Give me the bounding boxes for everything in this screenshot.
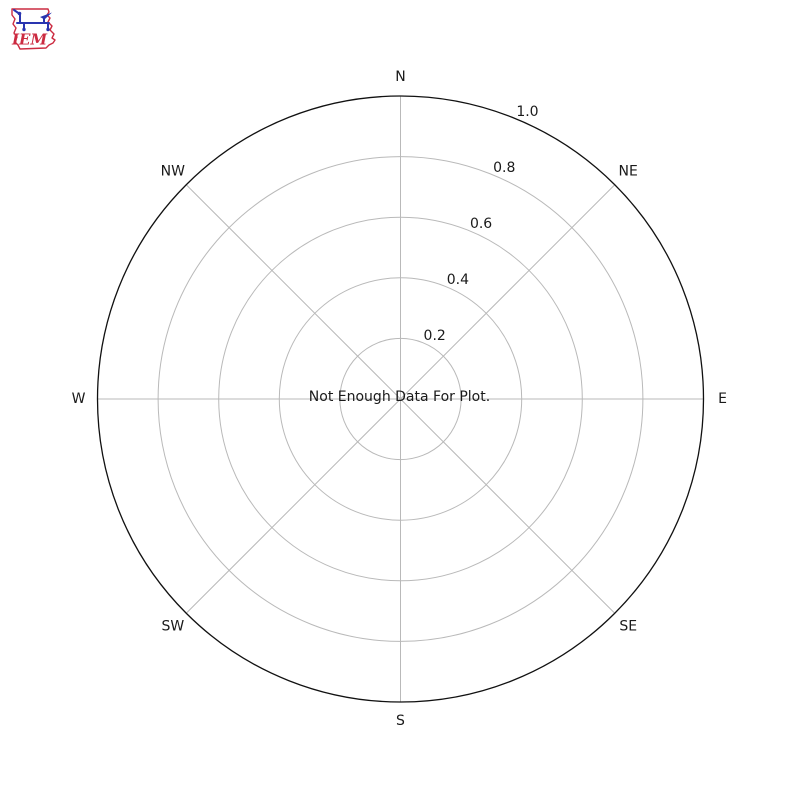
polar-grid: N NE E SE S SW W NW 0.2 0.4 0.6 0.8 1.0 xyxy=(72,69,727,729)
radial-tick-label: 0.6 xyxy=(470,216,492,232)
weather-station-icon xyxy=(13,9,52,32)
direction-label-e: E xyxy=(718,391,727,407)
polar-grid-spoke xyxy=(400,184,616,400)
no-data-message: Not Enough Data For Plot. xyxy=(309,389,490,405)
direction-label-n: N xyxy=(395,69,405,85)
iowa-state-outline-icon xyxy=(11,8,56,50)
direction-label-nw: NW xyxy=(161,163,185,179)
iem-logo-text: IEM xyxy=(11,31,47,49)
radial-tick-label: 0.2 xyxy=(424,328,446,344)
polar-grid-spoke xyxy=(400,398,616,614)
direction-label-w: W xyxy=(72,391,86,407)
radial-tick-label: 0.8 xyxy=(493,160,515,176)
direction-label-s: S xyxy=(396,713,405,729)
direction-label-se: SE xyxy=(619,619,637,635)
iem-logo: IEM xyxy=(11,8,56,50)
radial-tick-label: 1.0 xyxy=(516,104,538,120)
polar-grid-spoke xyxy=(185,184,401,400)
polar-grid-spoke xyxy=(185,398,401,614)
direction-label-sw: SW xyxy=(161,619,184,635)
direction-label-ne: NE xyxy=(619,163,638,179)
radial-tick-label: 0.4 xyxy=(447,272,469,288)
polar-outer-spine xyxy=(96,95,705,703)
